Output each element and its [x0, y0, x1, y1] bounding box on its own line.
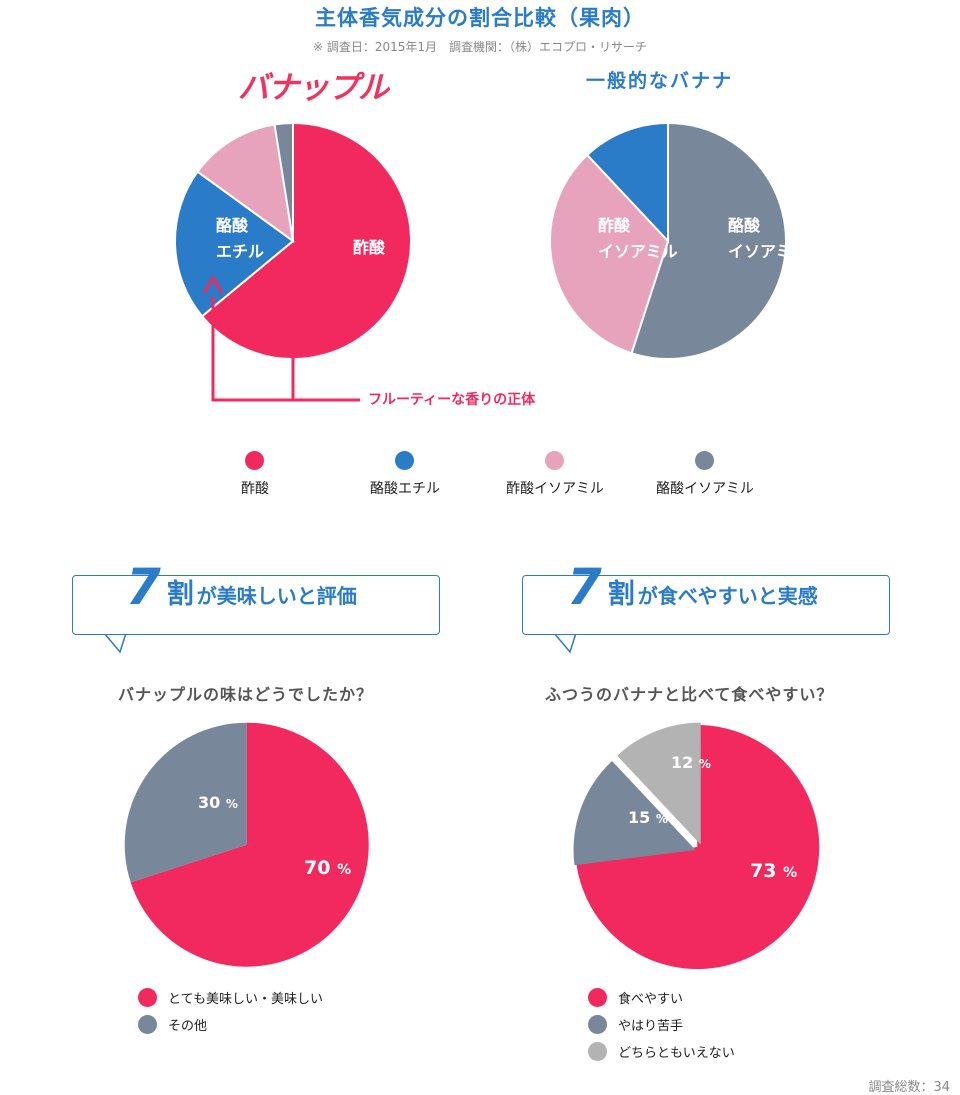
bubble-text-easy: 7 割 が食べやすいと実感: [567, 562, 818, 612]
legend-label: 酪酸イソアミル: [656, 481, 754, 497]
bubble-kanji: 割: [607, 579, 635, 610]
speech-bubble-taste: [72, 575, 440, 635]
bubble-number: 7: [567, 558, 602, 616]
slice-label-3: 12 %: [671, 753, 711, 772]
legend-item: 食べやすい: [588, 988, 735, 1007]
legend-dot: [395, 451, 414, 470]
pie-slice-1: [630, 121, 787, 360]
pie-slice-3: [585, 121, 669, 244]
pie-slice-1: [576, 725, 820, 970]
speech-bubble-easy: [522, 575, 890, 635]
pie-slice-2: [549, 153, 670, 355]
annotation-arrows: [202, 275, 360, 402]
pie-slice-4: [273, 121, 294, 242]
pie-slice-2: [124, 722, 247, 883]
pie-slice-2: [573, 761, 696, 866]
legend-label: 酪酸エチル: [370, 481, 440, 497]
slice-label-2: 30 %: [198, 793, 238, 812]
question-easy: ふつうのバナナと比べて食べやすい？: [545, 685, 834, 704]
slice-label-1: 酪酸イソアミル: [728, 216, 808, 261]
legend-label: とても美味しい・美味しい: [168, 992, 323, 1007]
slice-label-1: 酢酸: [353, 238, 386, 257]
pie-slice-1: [200, 121, 412, 360]
legend-dot: [138, 1015, 157, 1034]
legend-dot: [588, 1042, 607, 1061]
legend-dot: [138, 988, 157, 1007]
legend-taste: とても美味しい・美味しい その他: [138, 988, 323, 1042]
legend-label: やはり苦手: [618, 1019, 684, 1034]
pie-slice-1: [130, 722, 369, 967]
banapple-logo: バナップル: [238, 70, 389, 106]
legend-label: 食べやすい: [618, 992, 684, 1007]
legend-label: 酢酸イソアミル: [506, 481, 604, 497]
bubble-phrase: が食べやすいと実感: [637, 584, 818, 608]
pie-slice-3: [617, 722, 701, 845]
survey-count: 調査総数：34: [868, 1080, 950, 1095]
page-title: 主体香気成分の割合比較（果肉）: [315, 6, 645, 30]
slice-label-2: 酪酸エチル: [216, 216, 264, 261]
pie-banapple: 酢酸 酪酸エチル: [174, 121, 412, 360]
slice-label-2: 酢酸イソアミル: [598, 216, 678, 261]
legend-label: 酢酸: [241, 481, 269, 497]
slice-label-1: 70 %: [304, 857, 351, 879]
survey-note: ※ 調査日：2015年1月 調査機関：（株）エコプロ・リサーチ: [312, 40, 648, 54]
legend-dot: [588, 988, 607, 1007]
legend-item: その他: [138, 1015, 323, 1034]
pie-slice-3: [196, 123, 295, 244]
legend-item: とても美味しい・美味しい: [138, 988, 323, 1007]
legend-label: どちらともいえない: [618, 1046, 735, 1061]
bubble-phrase: が美味しいと評価: [196, 584, 357, 608]
legend-dot: [588, 1015, 607, 1034]
pie-slice-2: [174, 170, 295, 318]
legend-easy: 食べやすいやはり苦手どちらともいえない: [588, 988, 735, 1069]
question-taste: バナップルの味はどうでしたか？: [118, 685, 374, 704]
pie-taste: 70 % 30 %: [124, 722, 369, 967]
bubble-number: 7: [126, 558, 161, 616]
legend-dot: [695, 451, 714, 470]
slice-label-2: 15 %: [628, 808, 668, 827]
bubble-text-taste: 7 割 が美味しいと評価: [126, 562, 357, 612]
annotation-text: フルーティーな香りの正体: [368, 391, 536, 408]
legend-label: その他: [168, 1019, 208, 1034]
legend-dot: [545, 451, 564, 470]
slice-label-1: 73 %: [750, 860, 797, 882]
pie-easy-to-eat: 73 % 15 % 12 %: [573, 722, 820, 970]
banana-chart-title: 一般的なバナナ: [586, 70, 734, 92]
bubble-tails: [103, 632, 577, 654]
bubble-kanji: 割: [166, 579, 194, 610]
legend-item: どちらともいえない: [588, 1042, 735, 1061]
pie-banana: 酪酸イソアミル 酢酸イソアミル: [549, 121, 808, 360]
legend-item: やはり苦手: [588, 1015, 735, 1034]
legend-dot: [245, 451, 264, 470]
